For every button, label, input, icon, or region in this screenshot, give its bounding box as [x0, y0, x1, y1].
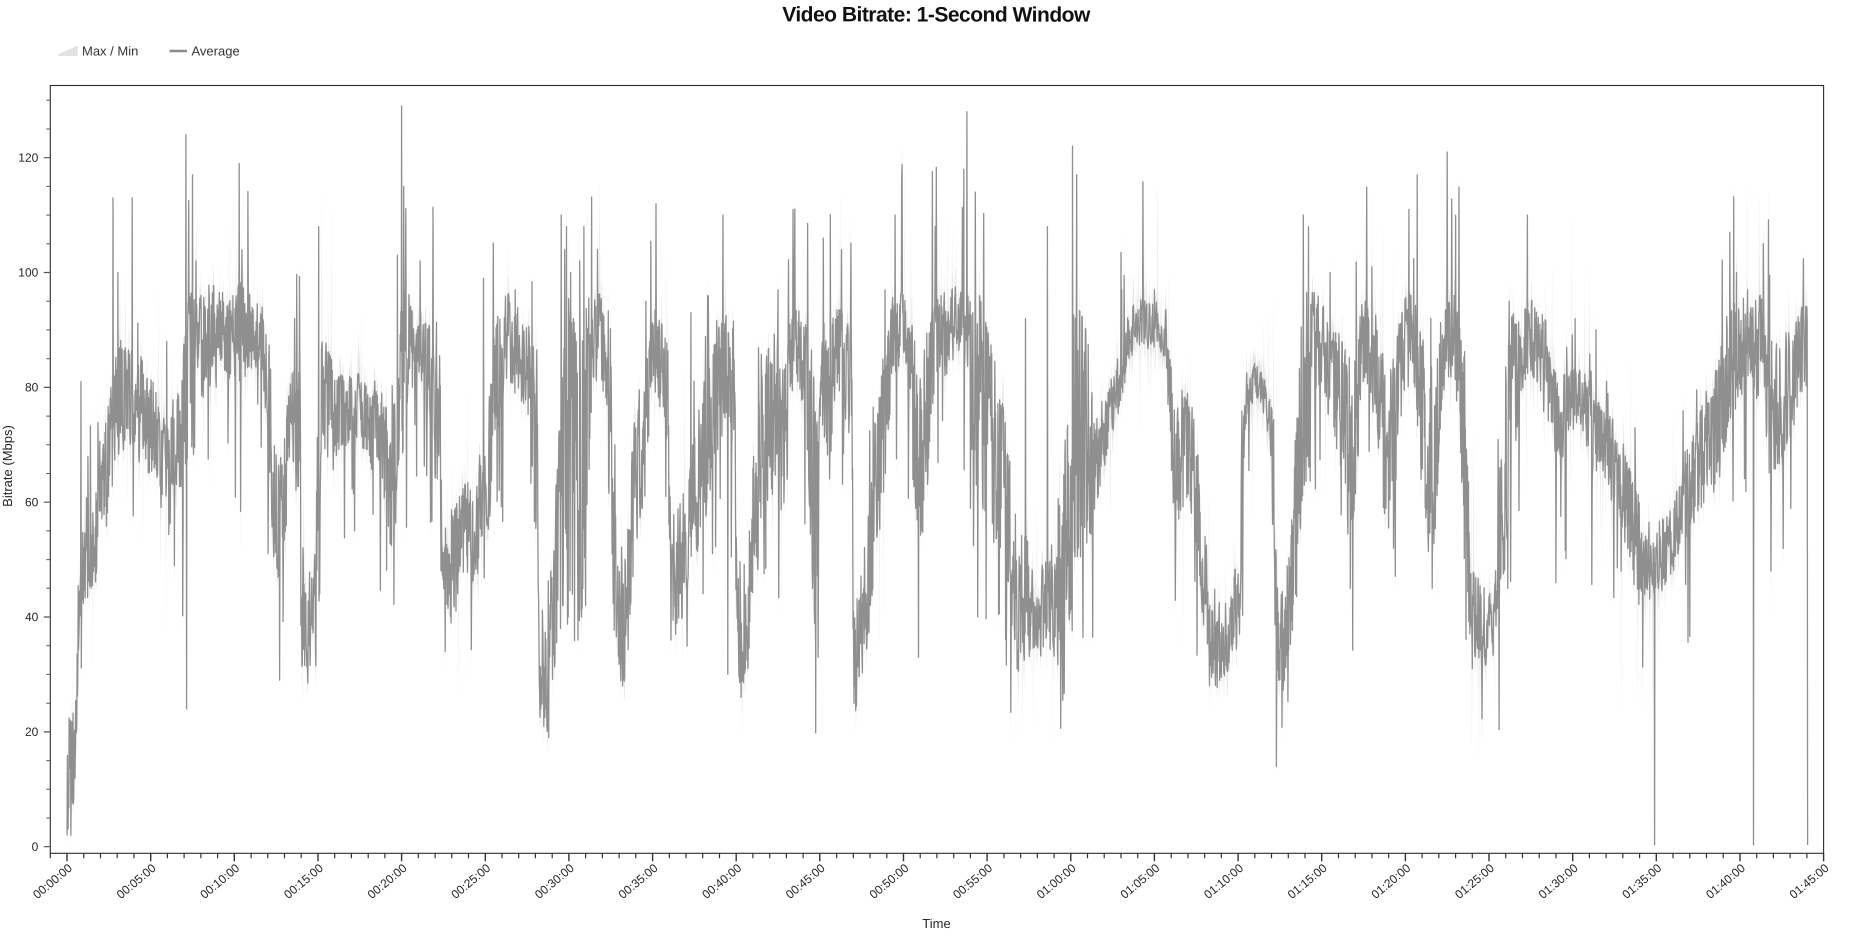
- svg-text:Bitrate (Mbps): Bitrate (Mbps): [0, 425, 15, 507]
- svg-text:Average: Average: [191, 44, 239, 59]
- svg-text:Video Bitrate: 1-Second Window: Video Bitrate: 1-Second Window: [782, 3, 1091, 26]
- svg-text:120: 120: [18, 151, 38, 165]
- svg-text:60: 60: [25, 495, 39, 509]
- svg-text:0: 0: [32, 840, 39, 854]
- svg-text:40: 40: [25, 610, 39, 624]
- svg-text:Time: Time: [922, 916, 950, 931]
- svg-text:20: 20: [25, 725, 39, 739]
- svg-text:80: 80: [25, 380, 39, 394]
- svg-text:Max / Min: Max / Min: [82, 44, 138, 59]
- svg-text:100: 100: [18, 265, 38, 279]
